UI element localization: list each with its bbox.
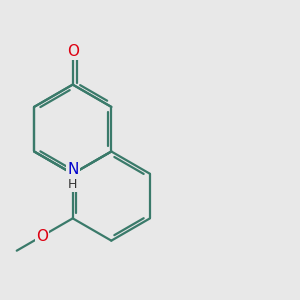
- Text: O: O: [67, 44, 79, 59]
- Text: N: N: [67, 161, 78, 176]
- Text: O: O: [36, 229, 48, 244]
- Text: H: H: [68, 178, 77, 191]
